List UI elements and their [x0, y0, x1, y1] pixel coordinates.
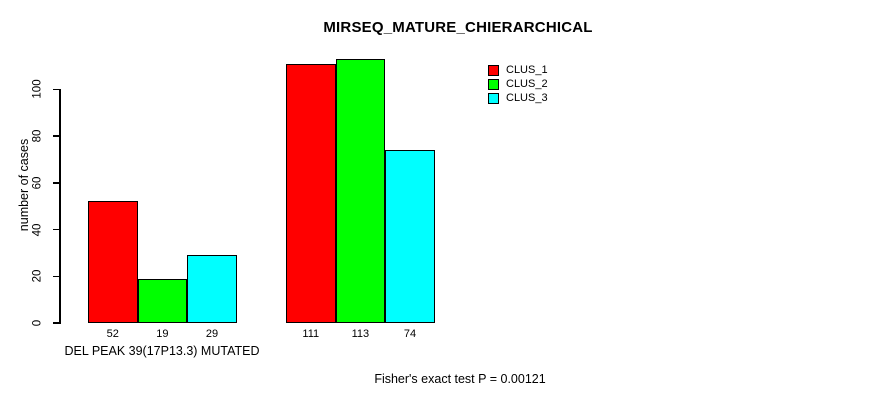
- bar-clus_1-group-2: [286, 63, 336, 323]
- y-tick-label: 20: [31, 269, 44, 283]
- bar-value-label: 111: [302, 328, 320, 340]
- y-tick-label: 0: [31, 319, 44, 327]
- bar-value-label: 52: [106, 328, 119, 340]
- y-axis-line: [59, 88, 61, 324]
- legend-entry-clus-3: CLUS_3: [488, 93, 548, 104]
- bar-clus_3-group-2: [385, 150, 435, 323]
- y-tick-label: 40: [31, 223, 44, 236]
- legend-entry-clus-1: CLUS_1: [488, 65, 548, 76]
- y-tick-label: 100: [31, 79, 44, 99]
- y-tick-mark: [53, 322, 60, 324]
- y-axis-label: number of cases: [16, 138, 31, 232]
- legend: CLUS_1 CLUS_2 CLUS_3: [488, 65, 548, 104]
- bar-clus_1-group-1: [88, 201, 138, 323]
- bar-value-label: 113: [351, 328, 370, 340]
- y-tick-mark: [53, 275, 60, 277]
- y-tick-label: 80: [31, 129, 44, 143]
- bar-value-label: 74: [403, 328, 417, 340]
- legend-swatch-red-icon: [488, 65, 499, 76]
- footer-caption: Fisher's exact test P = 0.00121: [374, 372, 546, 386]
- bar-clus_3-group-1: [187, 255, 237, 323]
- bar-clus_2-group-2: [335, 58, 386, 323]
- legend-swatch-green-icon: [488, 79, 499, 90]
- y-tick-mark: [53, 135, 60, 137]
- y-tick-mark: [53, 88, 60, 91]
- y-tick-label: 60: [31, 176, 44, 190]
- bar-value-label: 19: [156, 328, 169, 340]
- legend-entry-clus-2: CLUS_2: [488, 79, 548, 90]
- legend-label: CLUS_2: [506, 78, 548, 90]
- legend-label: CLUS_3: [506, 92, 548, 104]
- chart-title: MIRSEQ_MATURE_CHIERARCHICAL: [323, 19, 593, 36]
- bar-clus_2-group-1: [137, 278, 188, 323]
- legend-label: CLUS_1: [506, 64, 548, 76]
- y-tick-mark: [53, 228, 60, 231]
- legend-swatch-cyan-icon: [488, 93, 499, 104]
- y-tick-mark: [53, 182, 60, 184]
- bar-value-label: 29: [205, 328, 219, 340]
- x-axis-group-label: DEL PEAK 39(17P13.3) MUTATED: [64, 344, 260, 358]
